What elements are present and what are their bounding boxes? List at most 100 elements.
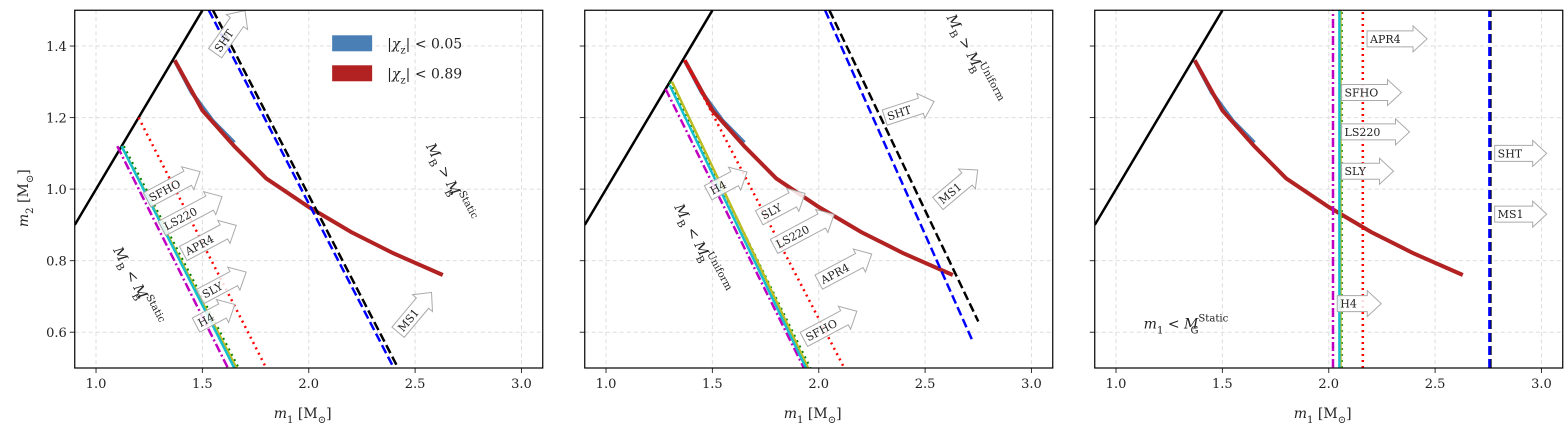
x-tick-label: 3.0: [511, 377, 532, 392]
y-tick-label: 0.8: [46, 255, 67, 270]
x-axis-label-part: ]: [1346, 406, 1351, 422]
arrow-shape: [207, 9, 249, 59]
eos-line: [120, 145, 236, 368]
arrow-label: SFHO: [1341, 78, 1403, 107]
plot-area: [74, 10, 444, 368]
annotation-part: Static: [143, 293, 167, 325]
arrow-shape: [769, 208, 835, 255]
arrow-shape: [1366, 24, 1428, 54]
x-tick-label: 2.5: [915, 377, 936, 392]
axes-frame: [1094, 9, 1564, 369]
legend-label-part: | < 0.05: [406, 36, 463, 52]
x-axis-label-part: 1: [797, 415, 803, 426]
eos-line: [828, 10, 980, 323]
arrow-shape: [1494, 139, 1548, 168]
arrow-shape: [191, 298, 236, 333]
y-axis-label-part: [M: [16, 183, 32, 207]
arrow-shape: [157, 190, 223, 237]
x-axis-label-part: ⊙: [828, 415, 836, 426]
arrow-label: SHT: [1494, 139, 1548, 168]
arrow-shape: [391, 291, 434, 339]
arrow-label: H4: [1336, 289, 1382, 318]
arrow-shape: [1341, 157, 1395, 186]
legend-label-part: χ: [391, 36, 402, 52]
annotation-part: Static: [1198, 314, 1228, 325]
x-tick-label: 1.0: [1106, 377, 1127, 392]
arrow-label: H4: [703, 166, 748, 201]
x-axis-label-part: 1: [1307, 415, 1313, 426]
arrow-shape: [195, 266, 247, 305]
x-tick-label: 2.5: [405, 377, 426, 392]
eos-line: [683, 59, 846, 368]
annotation-part: M: [690, 238, 712, 260]
annotation-part: 1: [1157, 326, 1163, 337]
x-tick-label: 1.0: [596, 377, 617, 392]
x-tick-label: 1.5: [1212, 377, 1233, 392]
annotation-part: B: [674, 218, 687, 230]
x-axis-label: m1 [M⊙]: [1294, 406, 1352, 426]
eos-line: [207, 10, 395, 368]
annotation-part: M: [942, 11, 964, 33]
arrow-text: MS1: [1498, 208, 1524, 221]
arrow-label: SLY: [1341, 157, 1395, 186]
y-tick-label: 1.0: [46, 183, 67, 198]
x-axis-label-part: m: [274, 406, 287, 422]
annotation-part: Uniform: [704, 250, 734, 293]
x-axis-label-part: [M: [803, 406, 827, 422]
legend-swatch: [332, 35, 373, 52]
arrow-label: APR4: [814, 248, 873, 290]
eos-line: [823, 10, 974, 340]
region-curve: [172, 59, 444, 277]
x-axis-label-part: [M: [293, 406, 317, 422]
arrow-shape: [703, 166, 748, 201]
x-tick-label: 3.0: [1021, 377, 1042, 392]
eos-line: [668, 84, 808, 368]
x-tick-label: 1.5: [192, 377, 213, 392]
annotation-part: B: [693, 254, 706, 266]
annotation: MB < MStaticB: [106, 242, 168, 330]
y-axis-label-part: m: [16, 214, 32, 227]
x-axis-label-part: 1: [287, 415, 293, 426]
legend-label-part: z: [400, 75, 405, 86]
legend-label: |χz| < 0.89: [387, 66, 462, 86]
legend-label: |χz| < 0.05: [387, 36, 462, 56]
annotation-part: M: [422, 140, 444, 162]
arrow-label: MS1: [1494, 200, 1548, 229]
x-tick-label: 2.0: [808, 377, 829, 392]
x-axis-label-part: m: [784, 406, 797, 422]
arrow-shape: [932, 168, 979, 211]
annotation-part: B: [442, 188, 455, 200]
annotation-part: M: [670, 200, 692, 222]
arrow-shape: [814, 248, 873, 290]
plot-area: [1094, 10, 1492, 368]
annotation-part: M: [1183, 317, 1199, 333]
arrow-shape: [1494, 200, 1548, 229]
annotation-part: m: [1144, 317, 1157, 333]
annotation-part: M: [109, 243, 131, 265]
x-axis-label-part: ⊙: [1338, 415, 1346, 426]
plot-area: [584, 10, 980, 368]
arrow-label: LS220: [1341, 117, 1411, 147]
annotation-part: M: [129, 281, 151, 303]
x-axis-label: m1 [M⊙]: [274, 406, 332, 426]
arrow-text: SLY: [1345, 165, 1367, 178]
axes-frame: [74, 9, 544, 369]
x-tick-label: 1.5: [702, 377, 723, 392]
annotation-part: G: [1190, 326, 1198, 337]
eos-line: [584, 10, 714, 226]
arrow-label: SLY: [754, 187, 806, 226]
panel: 1.0 1.5 2.0 2.5 3.0H4SFHOLS220SLYAPR4SHTMS1M…: [579, 9, 1054, 426]
arrow-text: LS220: [1345, 126, 1381, 139]
annotation: MB < MUniformB: [667, 199, 735, 299]
x-axis-label-part: ]: [326, 406, 331, 422]
eos-line: [137, 117, 268, 368]
region-curve: [1192, 59, 1464, 277]
y-axis-label-part: 2: [25, 207, 36, 213]
y-axis-label-part: ]: [16, 169, 32, 174]
x-tick-label: 3.0: [1531, 377, 1552, 392]
annotation-part: B: [946, 29, 959, 41]
arrow-label: SLY: [195, 266, 247, 305]
annotation-part: Static: [456, 189, 480, 221]
y-tick-label: 0.6: [46, 326, 67, 341]
arrow-shape: [1341, 78, 1403, 107]
